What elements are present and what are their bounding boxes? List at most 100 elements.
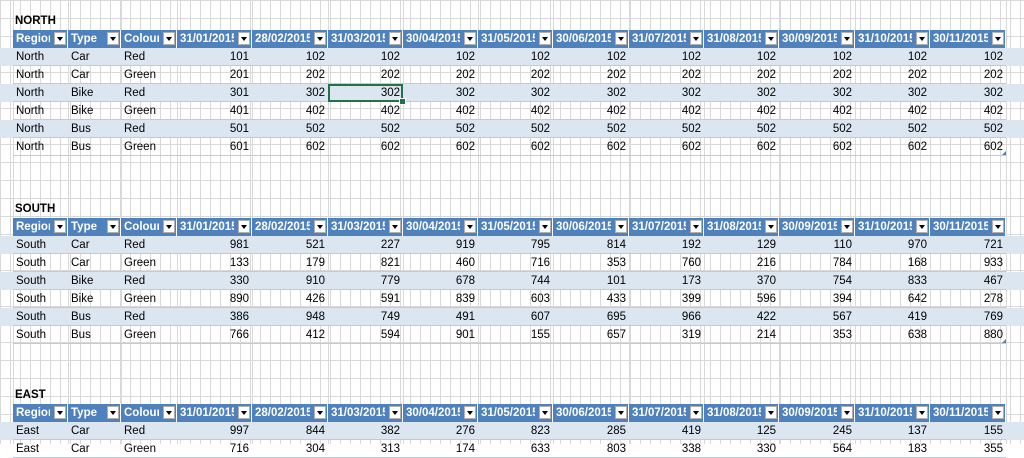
- cell-value[interactable]: 502: [328, 120, 403, 138]
- header-cell-date[interactable]: 30/09/2015: [779, 404, 855, 422]
- cell-value[interactable]: 823: [478, 422, 553, 440]
- cell-value[interactable]: 803: [553, 440, 629, 458]
- cell-value[interactable]: 110: [779, 236, 855, 254]
- filter-dropdown-icon[interactable]: [841, 32, 853, 45]
- cell-type[interactable]: Car: [68, 48, 121, 66]
- cell-value[interactable]: 716: [177, 440, 252, 458]
- cell-value[interactable]: 202: [704, 66, 779, 84]
- header-cell-date[interactable]: 31/07/2015: [629, 218, 704, 236]
- filter-dropdown-icon[interactable]: [238, 406, 250, 419]
- cell-value[interactable]: 502: [779, 120, 855, 138]
- cell-value[interactable]: 433: [553, 290, 629, 308]
- header-cell-region[interactable]: Region: [13, 30, 68, 48]
- filter-dropdown-icon[interactable]: [539, 32, 551, 45]
- cell-value[interactable]: 382: [328, 422, 403, 440]
- cell-value[interactable]: 602: [855, 138, 930, 156]
- cell-value[interactable]: 754: [779, 272, 855, 290]
- cell-region[interactable]: North: [13, 102, 68, 120]
- filter-dropdown-icon[interactable]: [107, 220, 119, 233]
- cell-colour[interactable]: Red: [121, 236, 177, 254]
- cell-value[interactable]: 638: [855, 326, 930, 344]
- filter-dropdown-icon[interactable]: [765, 406, 777, 419]
- cell-value[interactable]: 567: [779, 308, 855, 326]
- cell-value[interactable]: 402: [478, 102, 553, 120]
- cell-colour[interactable]: Red: [121, 272, 177, 290]
- cell-value[interactable]: 301: [177, 84, 252, 102]
- filter-dropdown-icon[interactable]: [54, 220, 66, 233]
- cell-value[interactable]: 564: [779, 440, 855, 458]
- filter-dropdown-icon[interactable]: [464, 32, 476, 45]
- cell-value[interactable]: 502: [553, 120, 629, 138]
- cell-value[interactable]: 821: [328, 254, 403, 272]
- cell-value[interactable]: 102: [779, 48, 855, 66]
- cell-value[interactable]: 129: [704, 236, 779, 254]
- header-cell-date[interactable]: 31/05/2015: [478, 218, 553, 236]
- filter-dropdown-icon[interactable]: [54, 406, 66, 419]
- cell-value[interactable]: 521: [252, 236, 328, 254]
- cell-value[interactable]: 402: [328, 102, 403, 120]
- cell-value[interactable]: 102: [252, 48, 328, 66]
- cell-value[interactable]: 102: [629, 48, 704, 66]
- cell-value[interactable]: 933: [930, 254, 1006, 272]
- header-cell-date[interactable]: 31/01/2015: [177, 30, 252, 48]
- header-cell-date[interactable]: 30/06/2015: [553, 30, 629, 48]
- cell-value[interactable]: 302: [553, 84, 629, 102]
- cell-region[interactable]: South: [13, 326, 68, 344]
- cell-value[interactable]: 502: [629, 120, 704, 138]
- cell-value[interactable]: 276: [403, 422, 478, 440]
- cell-value[interactable]: 769: [930, 308, 1006, 326]
- cell-value[interactable]: 313: [328, 440, 403, 458]
- cell-value[interactable]: 202: [328, 66, 403, 84]
- cell-value[interactable]: 695: [553, 308, 629, 326]
- cell-value[interactable]: 467: [930, 272, 1006, 290]
- filter-dropdown-icon[interactable]: [539, 406, 551, 419]
- cell-value[interactable]: 386: [177, 308, 252, 326]
- header-cell-type[interactable]: Type: [68, 30, 121, 48]
- filter-dropdown-icon[interactable]: [841, 220, 853, 233]
- header-cell-type[interactable]: Type: [68, 218, 121, 236]
- cell-value[interactable]: 402: [704, 102, 779, 120]
- header-cell-date[interactable]: 31/10/2015: [855, 404, 930, 422]
- cell-value[interactable]: 302: [779, 84, 855, 102]
- cell-region[interactable]: North: [13, 66, 68, 84]
- cell-colour[interactable]: Red: [121, 84, 177, 102]
- cell-value[interactable]: 399: [629, 290, 704, 308]
- cell-value[interactable]: 901: [403, 326, 478, 344]
- cell-value[interactable]: 948: [252, 308, 328, 326]
- cell-type[interactable]: Car: [68, 66, 121, 84]
- header-cell-date[interactable]: 28/02/2015: [252, 404, 328, 422]
- header-cell-region[interactable]: Region: [13, 218, 68, 236]
- cell-value[interactable]: 779: [328, 272, 403, 290]
- cell-value[interactable]: 602: [930, 138, 1006, 156]
- filter-dropdown-icon[interactable]: [765, 220, 777, 233]
- cell-value[interactable]: 355: [930, 440, 1006, 458]
- filter-dropdown-icon[interactable]: [992, 32, 1004, 45]
- cell-colour[interactable]: Green: [121, 102, 177, 120]
- cell-value[interactable]: 997: [177, 422, 252, 440]
- cell-value[interactable]: 278: [930, 290, 1006, 308]
- cell-value[interactable]: 657: [553, 326, 629, 344]
- cell-value[interactable]: 601: [177, 138, 252, 156]
- filter-dropdown-icon[interactable]: [389, 32, 401, 45]
- cell-value[interactable]: 302: [252, 84, 328, 102]
- cell-type[interactable]: Bike: [68, 84, 121, 102]
- cell-value[interactable]: 890: [177, 290, 252, 308]
- cell-value[interactable]: 133: [177, 254, 252, 272]
- filter-dropdown-icon[interactable]: [389, 220, 401, 233]
- cell-value[interactable]: 402: [252, 102, 328, 120]
- cell-value[interactable]: 330: [177, 272, 252, 290]
- header-cell-date[interactable]: 31/08/2015: [704, 218, 779, 236]
- cell-value[interactable]: 102: [704, 48, 779, 66]
- cell-colour[interactable]: Green: [121, 138, 177, 156]
- cell-colour[interactable]: Red: [121, 120, 177, 138]
- cell-region[interactable]: North: [13, 48, 68, 66]
- cell-value[interactable]: 102: [403, 48, 478, 66]
- cell-value[interactable]: 491: [403, 308, 478, 326]
- filter-dropdown-icon[interactable]: [163, 406, 175, 419]
- cell-value[interactable]: 760: [629, 254, 704, 272]
- cell-type[interactable]: Bike: [68, 102, 121, 120]
- table-title-north[interactable]: NORTH: [15, 15, 56, 27]
- cell-value[interactable]: 412: [252, 326, 328, 344]
- cell-value[interactable]: 102: [478, 48, 553, 66]
- cell-value[interactable]: 602: [629, 138, 704, 156]
